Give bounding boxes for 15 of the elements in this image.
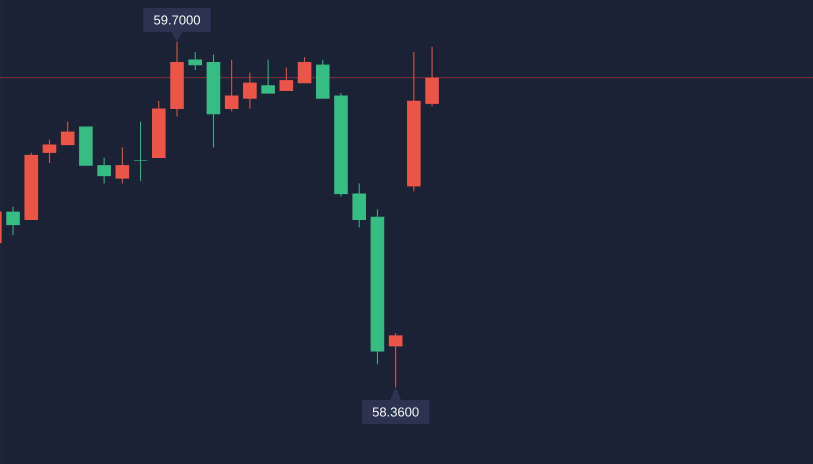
candlestick — [224, 59, 238, 112]
candlestick — [388, 332, 402, 388]
candlestick — [116, 146, 130, 184]
annotation: 59.7000 — [154, 15, 200, 25]
candlestick — [298, 56, 312, 84]
candlestick — [60, 121, 74, 146]
annotation: 58.3600 — [372, 407, 419, 417]
candlestick — [97, 157, 111, 184]
candlestick — [134, 121, 148, 182]
candlestick — [261, 59, 275, 94]
candlestick — [280, 66, 294, 92]
candlestick — [6, 206, 20, 236]
candlestick — [243, 72, 257, 110]
candlestick — [188, 52, 202, 71]
candlestick — [42, 139, 56, 164]
